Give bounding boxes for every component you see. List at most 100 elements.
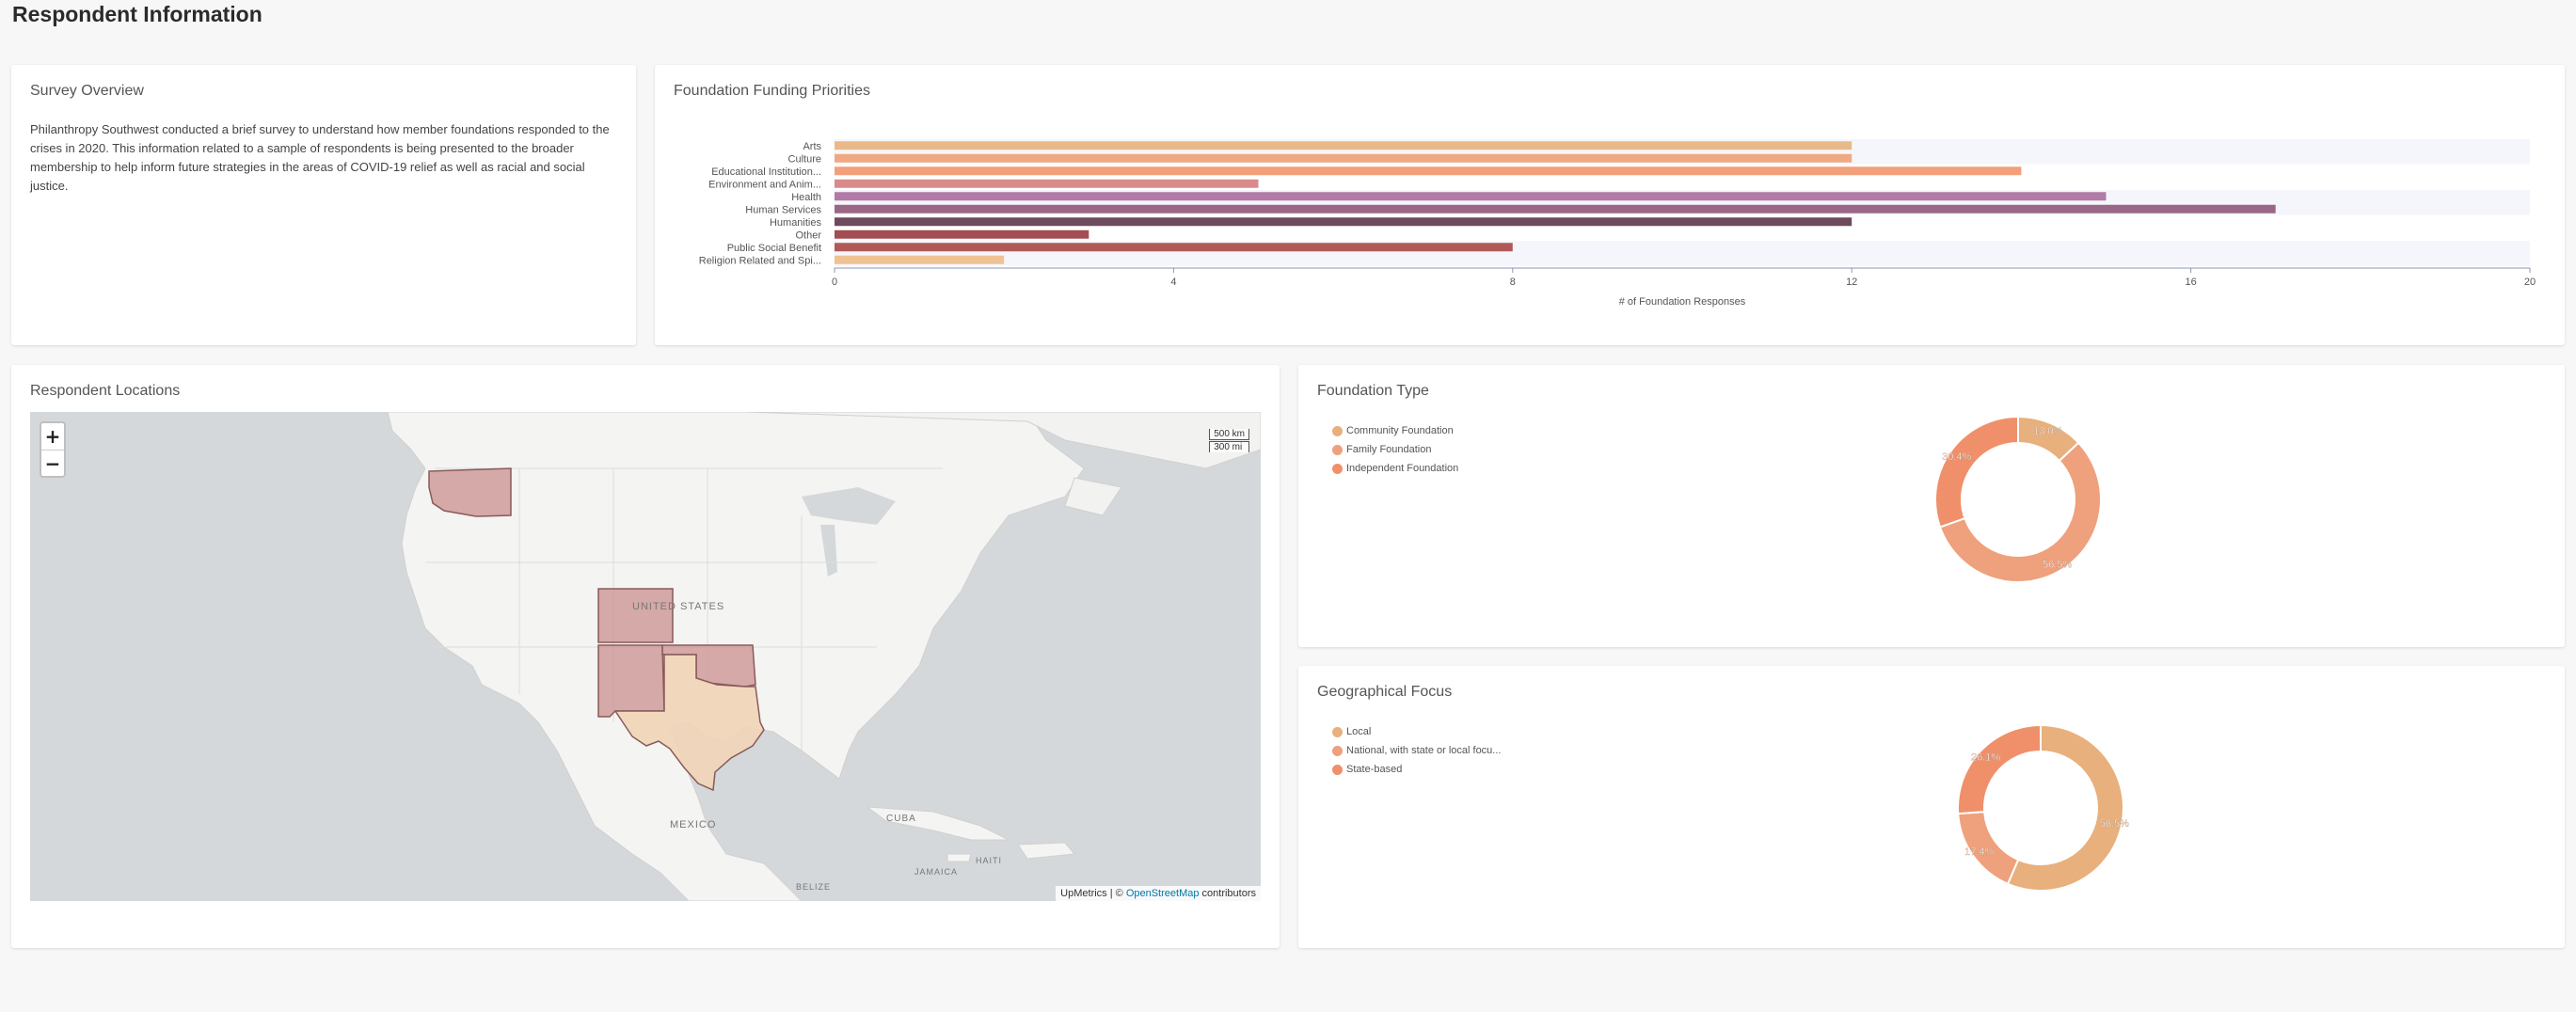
geographical-focus-legend: Local National, with state or local focu.… xyxy=(1332,722,1501,779)
legend-item[interactable]: Family Foundation xyxy=(1332,440,1458,459)
legend-swatch xyxy=(1332,764,1343,775)
legend-item[interactable]: Local xyxy=(1332,722,1501,741)
state-colorado xyxy=(597,588,674,643)
scale-km: 500 km xyxy=(1209,429,1249,440)
foundation-type-card: Foundation Type Community Foundation Fami… xyxy=(1298,365,2565,647)
bar[interactable] xyxy=(835,153,1852,163)
donut-slice[interactable] xyxy=(1957,723,2042,815)
maritimes-land xyxy=(1064,477,1122,516)
foundation-type-donut: 13.0% 56.5% 30.4% xyxy=(1934,415,2102,583)
page-title: Respondent Information xyxy=(12,2,262,26)
legend-label: Local xyxy=(1346,726,1372,737)
legend-item[interactable]: Independent Foundation xyxy=(1332,459,1458,478)
zoom-in-button[interactable]: + xyxy=(41,423,64,451)
bar[interactable] xyxy=(835,255,1005,264)
openstreetmap-link[interactable]: OpenStreetMap xyxy=(1125,888,1200,899)
x-tick-label: 16 xyxy=(2185,277,2196,288)
x-tick-label: 8 xyxy=(1510,277,1516,288)
foundation-type-legend: Community Foundation Family Foundation Ind… xyxy=(1332,421,1458,478)
category-label: Health xyxy=(791,192,821,203)
legend-swatch xyxy=(1332,463,1343,474)
bar[interactable] xyxy=(835,243,1513,252)
great-lakes xyxy=(802,487,896,525)
zoom-controls: + − xyxy=(40,421,66,478)
legend-item[interactable]: National, with state or local focu... xyxy=(1332,741,1501,760)
label-jamaica: JAMAICA xyxy=(914,867,958,877)
slice-value-label: 26.1% xyxy=(1971,751,2000,763)
category-label: Humanities xyxy=(770,217,822,229)
category-label: Arts xyxy=(803,141,821,152)
category-label: Public Social Benefit xyxy=(727,243,821,254)
legend-swatch xyxy=(1332,425,1343,436)
x-axis-label: # of Foundation Responses xyxy=(1619,296,1746,308)
donut-slice[interactable] xyxy=(2006,723,2124,892)
slice-value-label: 30.4% xyxy=(1942,451,1971,463)
legend-label: State-based xyxy=(1346,764,1403,775)
canada-land xyxy=(744,412,1261,469)
slice-value-label: 17.4% xyxy=(1964,846,1994,858)
geographical-focus-donut: 56.5% 17.4% 26.1% xyxy=(1957,723,2129,892)
donut-slice[interactable] xyxy=(1938,441,2102,583)
hispaniola-land xyxy=(1017,842,1075,860)
legend-label: Family Foundation xyxy=(1346,444,1432,455)
legend-item[interactable]: Community Foundation xyxy=(1332,421,1458,440)
attribution-suffix: contributors xyxy=(1199,888,1256,899)
category-label: Human Services xyxy=(745,204,821,215)
survey-overview-text: Philanthropy Southwest conducted a brief… xyxy=(30,122,610,193)
bar[interactable] xyxy=(835,204,2276,213)
bar[interactable] xyxy=(835,166,2022,176)
category-label: Environment and Anim... xyxy=(708,179,821,190)
geographical-focus-card: Geographical Focus Local National, with s… xyxy=(1298,666,2565,948)
x-tick-label: 12 xyxy=(1846,277,1857,288)
map-attribution: UpMetrics | © OpenStreetMap contributors xyxy=(1056,886,1261,901)
geographical-focus-title: Geographical Focus xyxy=(1317,684,1453,700)
map-canvas[interactable]: UNITED STATES MEXICO CUBA JAMAICA HAITI … xyxy=(30,412,1261,901)
label-haiti: HAITI xyxy=(976,856,1002,865)
respondent-locations-card: Respondent Locations xyxy=(11,365,1280,948)
survey-overview-title: Survey Overview xyxy=(30,83,144,99)
slice-value-label: 56.5% xyxy=(2043,559,2072,570)
state-washington xyxy=(428,467,512,517)
bar[interactable] xyxy=(835,217,1852,227)
funding-priorities-card: Foundation Funding Priorities Arts Cultur… xyxy=(655,65,2565,345)
label-mexico: MEXICO xyxy=(670,819,716,830)
cuba-land xyxy=(866,806,1010,841)
legend-label: Community Foundation xyxy=(1346,425,1454,436)
slice-value-label: 56.5% xyxy=(2100,818,2129,830)
legend-item[interactable]: State-based xyxy=(1332,760,1501,779)
bar[interactable] xyxy=(835,179,1259,188)
zoom-out-button[interactable]: − xyxy=(44,452,61,475)
x-tick-label: 20 xyxy=(2524,277,2536,288)
lake-michigan xyxy=(820,525,837,577)
state-texas xyxy=(613,654,765,792)
legend-swatch xyxy=(1332,745,1343,756)
label-united-states: UNITED STATES xyxy=(632,601,724,612)
scale-mi: 300 mi xyxy=(1209,441,1249,452)
map-scale: 500 km 300 mi xyxy=(1209,429,1249,452)
foundation-type-title: Foundation Type xyxy=(1317,383,1429,399)
donut-slice[interactable] xyxy=(1934,415,2019,529)
label-belize: BELIZE xyxy=(796,882,831,892)
category-label: Culture xyxy=(788,153,821,165)
x-tick-label: 0 xyxy=(832,277,837,288)
category-label: Educational Institution... xyxy=(711,166,821,178)
legend-label: National, with state or local focu... xyxy=(1346,745,1502,756)
category-label: Other xyxy=(795,229,821,241)
survey-overview-card: Survey Overview Philanthropy Southwest c… xyxy=(11,65,636,345)
bar[interactable] xyxy=(835,192,2107,201)
legend-label: Independent Foundation xyxy=(1346,463,1459,474)
funding-priorities-title: Foundation Funding Priorities xyxy=(674,83,871,99)
attribution-prefix: UpMetrics | © xyxy=(1060,888,1126,899)
respondent-locations-title: Respondent Locations xyxy=(30,383,181,399)
legend-swatch xyxy=(1332,444,1343,455)
category-label: Religion Related and Spi... xyxy=(699,255,821,266)
locations-map[interactable]: UNITED STATES MEXICO CUBA JAMAICA HAITI … xyxy=(30,412,1261,901)
jamaica-land xyxy=(946,853,972,862)
bar[interactable] xyxy=(835,141,1852,150)
slice-value-label: 13.0% xyxy=(2033,426,2062,437)
bar[interactable] xyxy=(835,229,1089,239)
x-tick-label: 4 xyxy=(1170,277,1176,288)
state-new-mexico xyxy=(597,644,665,718)
legend-swatch xyxy=(1332,726,1343,737)
